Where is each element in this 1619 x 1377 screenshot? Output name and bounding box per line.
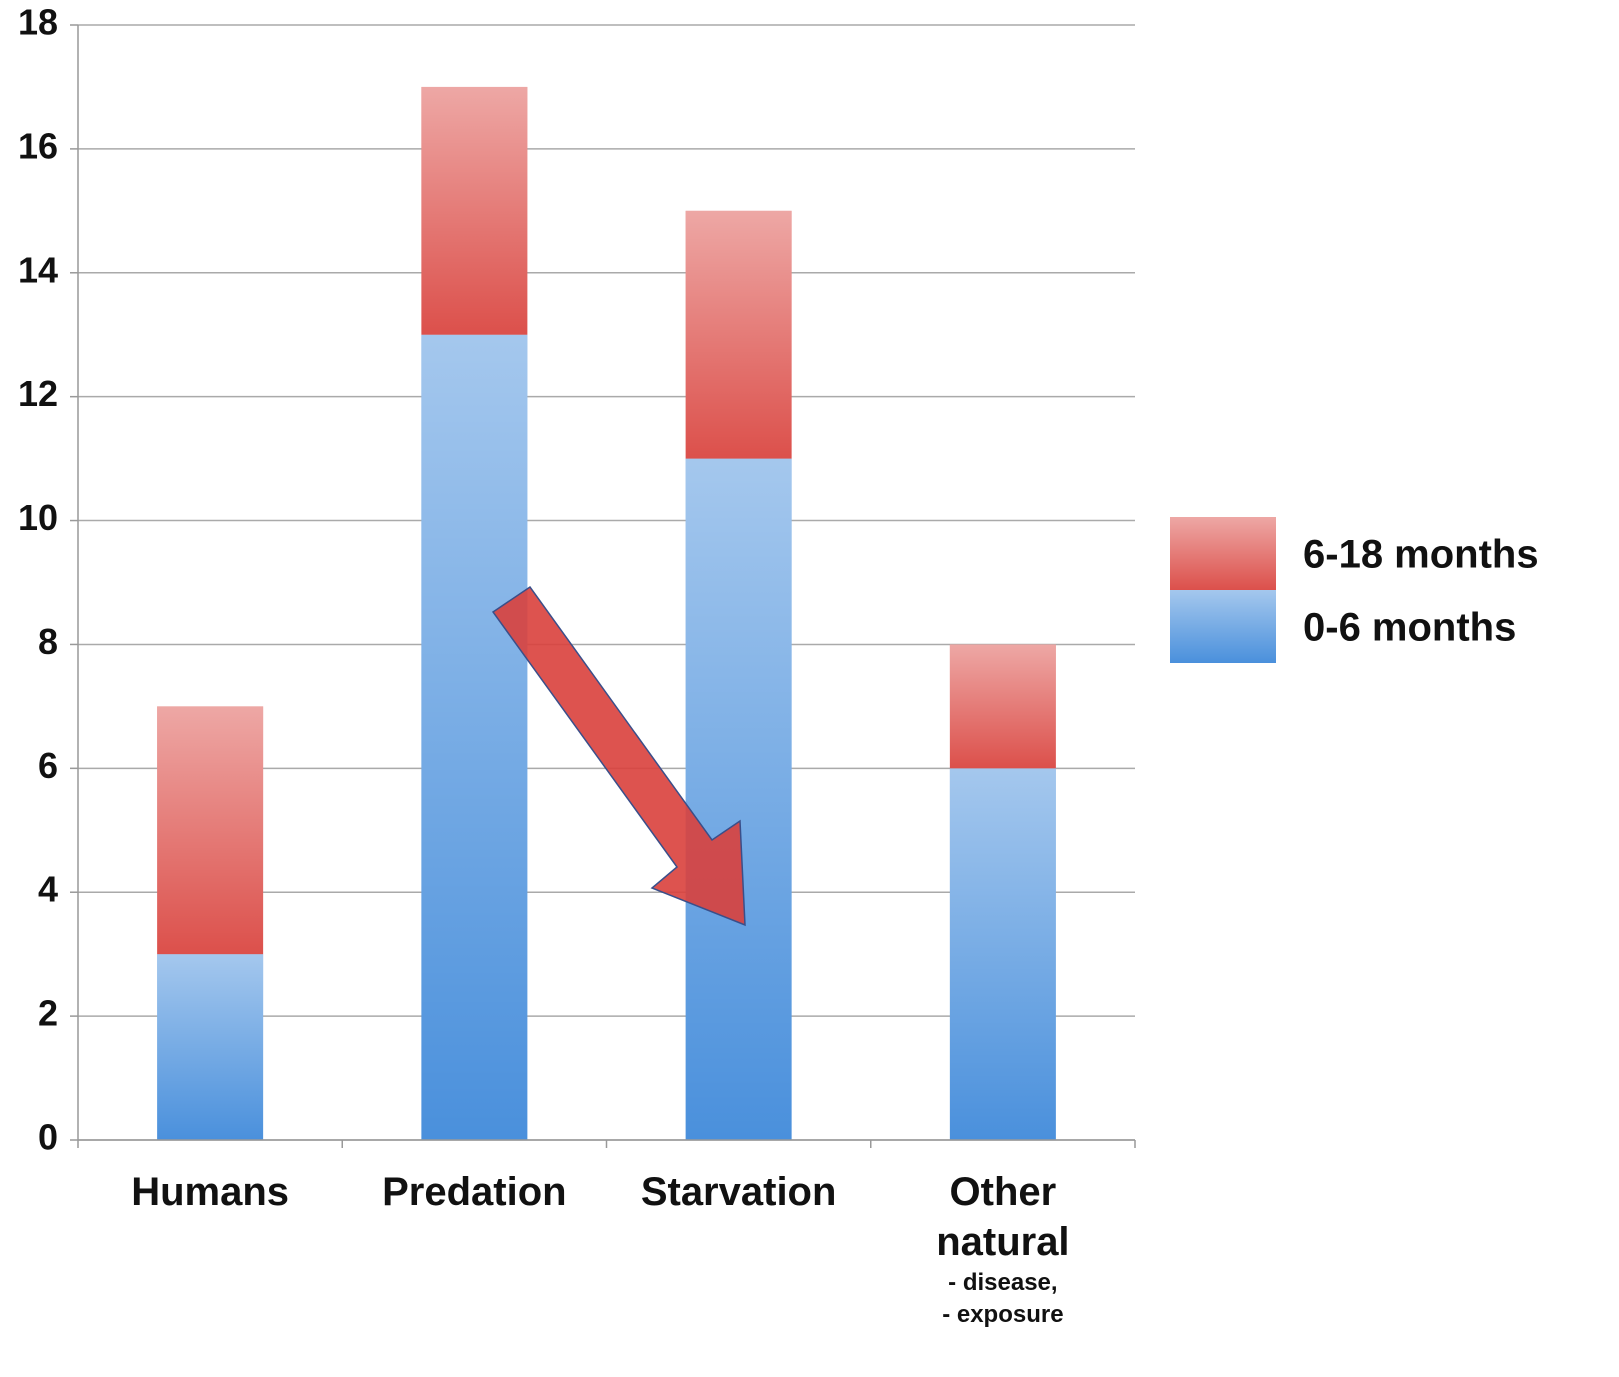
x-tick-label: Other natural — [936, 1170, 1070, 1264]
y-tick-label: 18 — [18, 2, 58, 43]
y-tick-label: 10 — [18, 497, 58, 538]
y-tick-label: 8 — [38, 621, 58, 662]
arrow — [491, 585, 746, 927]
x-tick-label: Starvation — [640, 1170, 837, 1214]
legend-label: 6-18 months — [1303, 533, 1539, 577]
bar-shine — [685, 210, 792, 459]
y-tick-label: 16 — [18, 125, 58, 166]
x-tick-label: Predation — [382, 1170, 567, 1214]
legend-shine — [1170, 590, 1276, 663]
annotation: - exposure — [942, 1301, 1064, 1328]
bar-shine — [157, 954, 264, 1140]
legend-shine — [1170, 517, 1276, 590]
bar-shine — [421, 334, 528, 1140]
bar-shine — [949, 768, 1056, 1140]
legend-label: 0-6 months — [1303, 606, 1516, 650]
y-tick-label: 2 — [38, 993, 58, 1034]
y-tick-label: 12 — [18, 373, 58, 414]
annotation: - disease, — [948, 1269, 1058, 1296]
y-tick-label: 14 — [18, 249, 58, 290]
x-tick-label: Humans — [131, 1170, 290, 1214]
y-tick-label: 4 — [38, 869, 58, 910]
bar-shine — [949, 644, 1056, 769]
y-tick-label: 0 — [38, 1117, 58, 1158]
bar-shine — [421, 86, 528, 335]
bar-shine — [685, 458, 792, 1141]
bar-shine — [157, 706, 264, 955]
y-tick-label: 6 — [38, 745, 58, 786]
